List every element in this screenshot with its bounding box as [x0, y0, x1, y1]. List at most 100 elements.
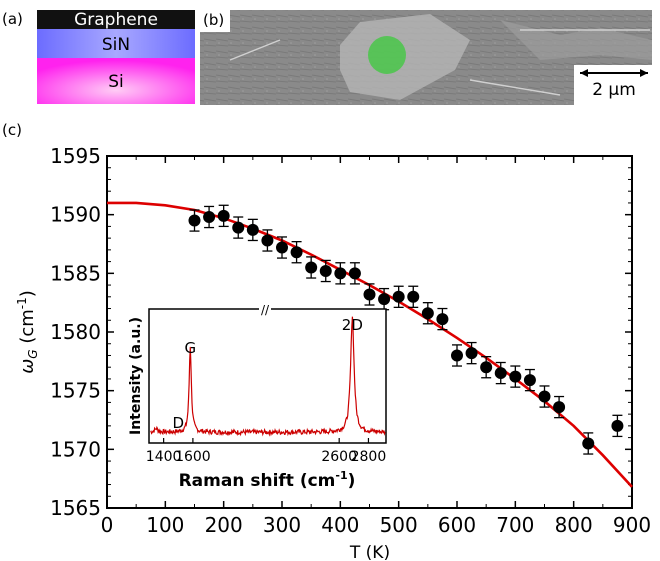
x-tick-label: 800 [555, 513, 593, 537]
data-marker [451, 349, 463, 362]
data-marker [290, 246, 303, 259]
data-point [523, 368, 536, 392]
x-tick-label: 100 [146, 513, 184, 537]
data-point [407, 285, 420, 309]
label-box-b [200, 10, 230, 32]
data-point [436, 307, 449, 331]
y-tick-label: 1570 [50, 437, 101, 461]
laser-spot [368, 36, 406, 74]
data-marker [232, 221, 245, 234]
data-marker [319, 264, 332, 277]
inset-x-label-exp: -1 [335, 469, 347, 482]
panel-label-a: (a) [2, 10, 23, 28]
data-marker [261, 234, 274, 247]
data-point [421, 302, 434, 325]
inset-frame [148, 308, 387, 444]
data-marker [407, 290, 420, 303]
x-tick-label: 200 [205, 513, 243, 537]
data-point [363, 283, 376, 306]
data-marker [378, 293, 391, 306]
sem-image: (b) 2 µm [200, 10, 652, 105]
y-tick-label: 1590 [50, 203, 101, 227]
data-marker [334, 267, 347, 280]
x-axis-label: T (K) [349, 543, 390, 561]
data-marker [305, 261, 318, 274]
axis-break-mark: // [261, 303, 270, 317]
x-tick-label: 900 [613, 513, 651, 537]
panel-label-b: (b) [203, 11, 224, 29]
axis-break-mask [259, 300, 271, 316]
data-point [509, 365, 522, 388]
data-point [276, 236, 288, 259]
data-point [494, 361, 507, 385]
layer-stack-diagram: Graphene SiN Si [37, 10, 195, 104]
data-marker [203, 211, 216, 224]
y-label-omega: ω [17, 359, 38, 374]
data-point [217, 204, 230, 228]
wrinkle-lines [229, 29, 650, 96]
data-point [392, 285, 405, 309]
inset-x-tick-label: 2600 [321, 449, 357, 465]
data-point [232, 216, 245, 239]
y-tick-label: 1575 [50, 379, 101, 403]
data-point [348, 262, 361, 285]
data-point [465, 341, 478, 365]
peak-label: 2D [342, 316, 363, 334]
data-point [261, 229, 274, 252]
peak-label: D [173, 414, 185, 432]
data-marker [553, 401, 566, 414]
data-point [246, 218, 259, 242]
scalebar-label: 2 µm [592, 80, 636, 100]
data-marker [611, 419, 624, 432]
data-marker [188, 214, 201, 227]
y-tick-label: 1585 [50, 261, 101, 285]
graphene-label: Graphene [74, 10, 158, 30]
panel-label-c: (c) [2, 121, 22, 139]
data-marker [246, 223, 259, 236]
data-marker [348, 267, 361, 280]
data-marker [494, 367, 507, 380]
sin-label: SiN [102, 35, 130, 55]
inset-x-label-main: Raman shift (cm [179, 471, 336, 491]
si-layer [37, 58, 195, 104]
data-point [611, 414, 624, 438]
spectrum-line [150, 316, 386, 437]
data-marker [480, 361, 493, 374]
inset-y-label: Intensity (a.u.) [128, 317, 144, 435]
graphene-layer [37, 10, 195, 29]
data-point [305, 256, 318, 279]
y-label-close: ) [17, 290, 38, 297]
y-tick-label: 1580 [50, 320, 101, 344]
x-tick-label: 0 [101, 513, 114, 537]
data-marker [363, 288, 376, 301]
x-tick-label: 300 [263, 513, 301, 537]
data-point [553, 395, 566, 419]
data-marker [436, 313, 449, 326]
sin-layer [37, 29, 195, 58]
inset-x-tick-label: 1400 [146, 449, 182, 465]
inset-x-tick-label: 2800 [351, 449, 387, 465]
inset-x-tick-label: 1600 [175, 449, 211, 465]
data-point [582, 432, 595, 455]
y-tick-label: 1565 [50, 496, 101, 520]
data-point [203, 205, 216, 229]
data-marker [509, 370, 522, 383]
data-point [480, 355, 493, 379]
data-marker [392, 290, 405, 303]
data-point [451, 344, 463, 367]
x-tick-label: 700 [496, 513, 534, 537]
x-tick-label: 600 [438, 513, 476, 537]
inset-x-label-close: ) [348, 471, 356, 491]
data-point [378, 287, 391, 311]
scalebar-arrows [580, 69, 648, 77]
data-point [334, 262, 347, 285]
x-tick-label: 400 [321, 513, 359, 537]
peak-label: G [184, 339, 196, 357]
data-marker [523, 374, 536, 387]
x-tick-label: 500 [380, 513, 418, 537]
main-chart: 0 100 200 300 400 500 600 700 800 900 1565 1570 1575… [15, 144, 651, 561]
y-label-sub: G [26, 349, 40, 358]
si-label: Si [108, 72, 124, 92]
